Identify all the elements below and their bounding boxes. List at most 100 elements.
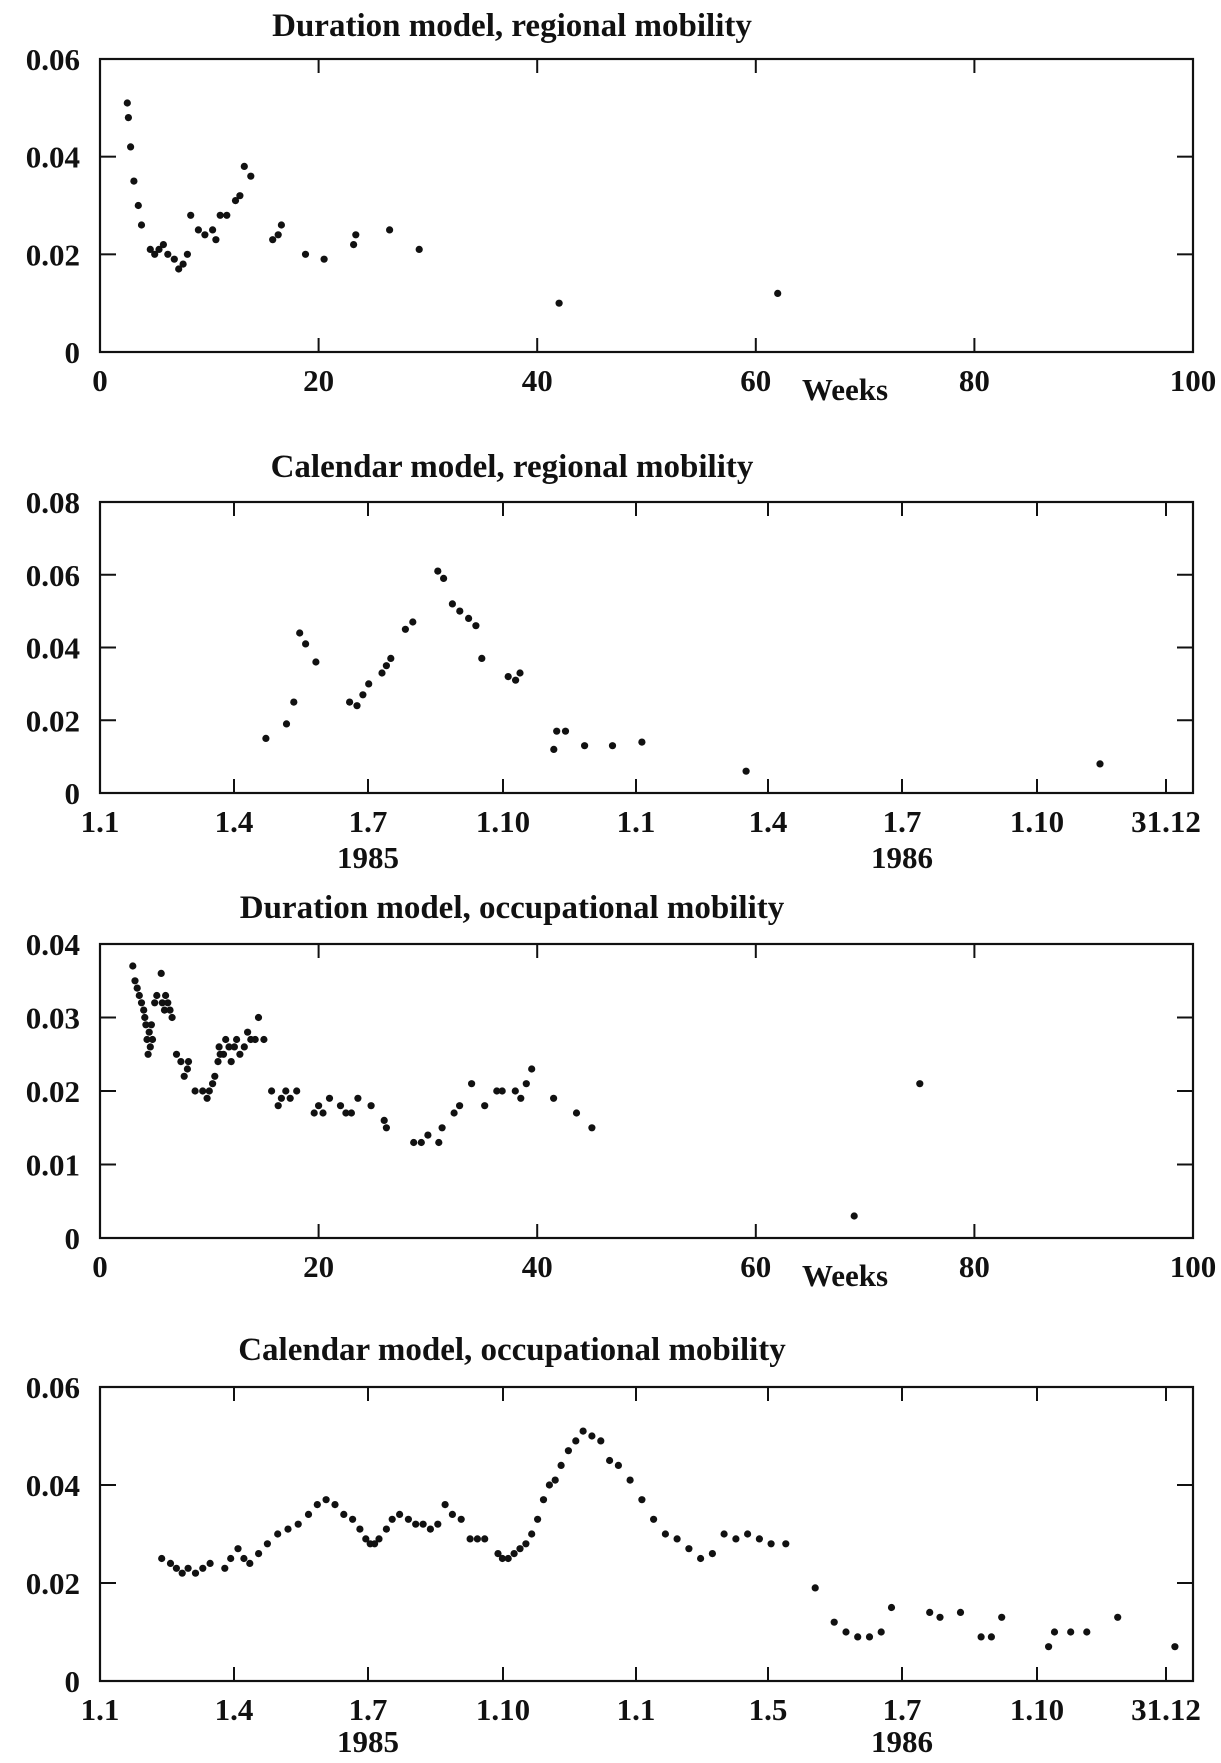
data-point [191, 1569, 200, 1577]
data-point [854, 1633, 862, 1641]
data-point [401, 625, 409, 633]
x-tick-label: 1.10 [476, 1692, 530, 1727]
data-point [315, 1102, 323, 1110]
data-point [236, 192, 244, 200]
data-point [774, 289, 782, 297]
data-point [277, 1094, 285, 1102]
data-point [164, 250, 172, 258]
data-point [166, 1006, 174, 1014]
data-point [936, 1613, 944, 1621]
x-tick-label: 1.4 [749, 804, 788, 839]
data-point [481, 1535, 489, 1543]
data-point [168, 1013, 176, 1022]
data-point [203, 1094, 211, 1102]
data-point [441, 1501, 449, 1509]
data-point [367, 1102, 375, 1110]
data-point [555, 299, 563, 307]
data-point [231, 197, 240, 205]
data-point [597, 1437, 605, 1445]
data-point [123, 99, 131, 107]
data-point [209, 226, 217, 234]
data-point [494, 1550, 502, 1558]
data-point [534, 1515, 542, 1523]
data-point [225, 1043, 233, 1051]
data-point [767, 1540, 775, 1548]
data-point [564, 1447, 573, 1455]
data-point [290, 698, 298, 706]
data-point [251, 1035, 259, 1044]
data-point [553, 727, 561, 735]
data-point [744, 1530, 752, 1538]
data-point [877, 1628, 885, 1636]
data-point [141, 1013, 149, 1022]
x-tick-label: 80 [959, 1249, 990, 1284]
data-point [158, 999, 166, 1007]
x-tick-label: 1.10 [1010, 1692, 1064, 1727]
data-point [466, 1535, 474, 1543]
data-point [865, 1633, 874, 1641]
x-tick-label: 20 [303, 1249, 334, 1284]
data-point [304, 1510, 313, 1518]
data-point [522, 1540, 530, 1548]
data-point [614, 1461, 623, 1469]
data-point [172, 1564, 180, 1572]
data-point [396, 1510, 404, 1518]
data-point [956, 1608, 965, 1616]
data-point [274, 1102, 282, 1110]
data-point [268, 1087, 276, 1095]
data-point [426, 1525, 434, 1533]
data-point [172, 1050, 181, 1058]
x-tick-label: 60 [740, 1249, 771, 1284]
data-point [180, 1072, 188, 1080]
y-tick-label: 0.04 [26, 140, 80, 175]
data-point [216, 211, 224, 219]
data-point [294, 1520, 302, 1528]
data-point [137, 221, 146, 229]
data-point [214, 1058, 222, 1066]
data-point [211, 1072, 219, 1080]
data-point [286, 1094, 294, 1102]
data-point [133, 984, 141, 992]
data-point [263, 1540, 271, 1548]
data-point [378, 669, 386, 677]
chart-panel-1: Duration model, regional mobility 0 0.02 0.… [26, 8, 1217, 407]
y-tick-label: 0.01 [26, 1148, 80, 1183]
data-point [362, 1535, 370, 1543]
x-tick-label: 1.4 [215, 1692, 254, 1727]
data-point [481, 1102, 489, 1110]
data-point [236, 1050, 244, 1058]
data-point [608, 742, 617, 750]
data-point [312, 658, 320, 666]
data-point [375, 1535, 383, 1543]
x-tick-label: 1.1 [617, 804, 656, 839]
data-point [440, 574, 448, 583]
data-point [277, 221, 285, 229]
data-point [588, 1432, 596, 1440]
y-tick-label: 0 [65, 1664, 81, 1699]
data-point [140, 1006, 148, 1014]
data-point [510, 1550, 518, 1558]
data-point [209, 1080, 217, 1088]
data-point [148, 1035, 157, 1044]
data-point [313, 1501, 321, 1509]
data-point [498, 1087, 506, 1095]
y-tick-label: 0.06 [26, 42, 80, 77]
data-point [336, 1102, 345, 1110]
data-point [539, 1496, 548, 1504]
data-point [302, 640, 310, 648]
data-point [177, 1058, 185, 1066]
data-point [135, 991, 143, 1000]
data-point [342, 1109, 350, 1117]
data-point [301, 250, 310, 258]
data-point [685, 1545, 693, 1553]
data-point [274, 1530, 282, 1538]
data-point [434, 1520, 442, 1528]
data-point [1096, 760, 1104, 768]
data-point [284, 1525, 292, 1533]
x-tick-label: 1.7 [349, 1692, 388, 1727]
data-point [382, 1124, 390, 1132]
data-point [137, 999, 146, 1007]
data-point [1045, 1643, 1053, 1651]
data-point [129, 962, 137, 970]
y-tick-label: 0.02 [26, 703, 80, 738]
